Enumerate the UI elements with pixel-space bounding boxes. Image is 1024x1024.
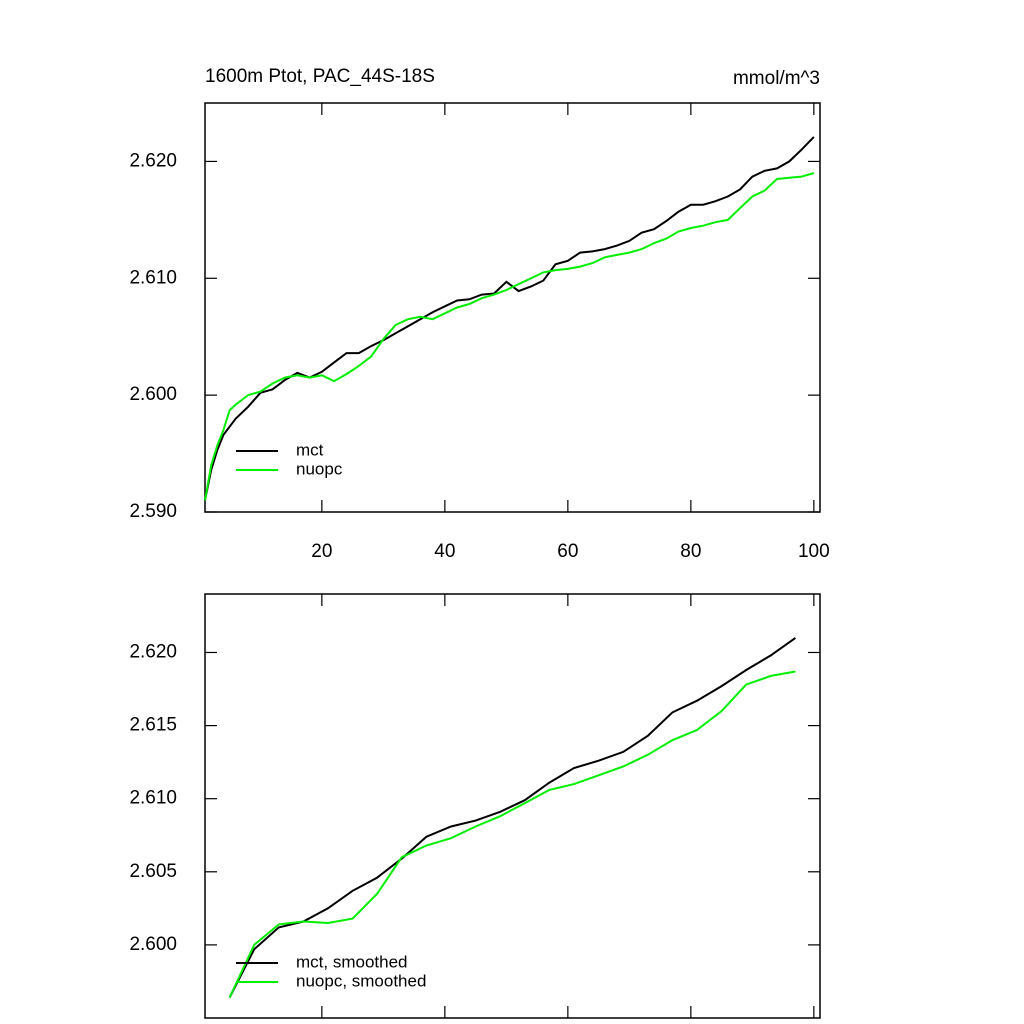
y-tick-label: 2.610 [129,788,177,809]
x-tick-label: 60 [557,541,578,562]
y-tick-label: 2.590 [129,501,177,522]
y-tick-label: 2.600 [129,384,177,405]
units-label: mmol/m^3 [733,68,820,89]
y-tick-label: 2.620 [129,641,177,662]
plot-frame [204,102,821,513]
y-tick-label: 2.615 [129,715,177,736]
legend-label: nuopc [296,459,343,478]
plot-frame [204,593,821,1019]
series-line [204,172,815,501]
x-tick-label: 100 [798,541,830,562]
y-tick-label: 2.605 [129,861,177,882]
series-line [204,136,815,501]
y-tick-label: 2.620 [129,150,177,171]
chart-title: 1600m Ptot, PAC_44S-18S [205,66,435,87]
legend-label: mct [296,440,324,459]
legend-label: nuopc, smoothed [296,971,426,990]
series-line [228,637,796,998]
x-tick-label: 40 [434,541,455,562]
series-line [228,670,796,998]
x-tick-label: 80 [680,541,701,562]
legend-label: mct, smoothed [296,952,408,971]
y-tick-label: 2.600 [129,934,177,955]
y-tick-label: 2.610 [129,267,177,288]
x-tick-label: 20 [311,541,332,562]
